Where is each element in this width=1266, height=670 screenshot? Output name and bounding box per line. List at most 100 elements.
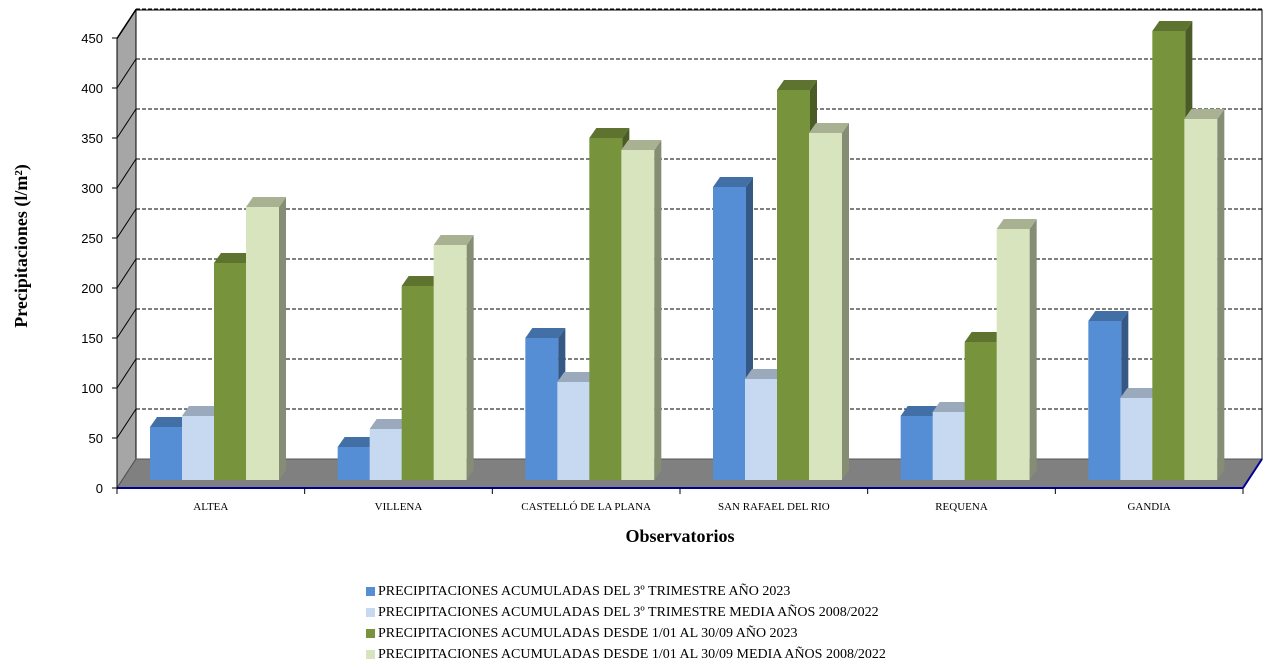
bar-front	[246, 207, 279, 480]
bar-top	[525, 328, 566, 338]
bar-top	[745, 369, 785, 379]
bar-top	[1152, 21, 1193, 31]
bar	[1088, 311, 1129, 480]
bar	[996, 219, 1037, 480]
bar-front	[777, 90, 810, 480]
y-tick-label: 100	[81, 381, 103, 396]
legend-item: PRECIPITACIONES ACUMULADAS DEL 3º TRIMES…	[366, 602, 886, 623]
y-tick-label: 350	[81, 131, 103, 146]
bar-top	[1120, 388, 1161, 398]
y-tick-label: 250	[81, 231, 103, 246]
gridline-side	[116, 8, 137, 39]
bar-side	[279, 197, 286, 480]
bar-top	[182, 406, 222, 416]
bar-front	[433, 245, 467, 480]
bar-top	[557, 372, 598, 382]
y-tick-label: 0	[96, 481, 103, 496]
x-axis-label: Observatorios	[626, 526, 735, 546]
bar-front	[964, 342, 998, 480]
legend-swatch	[366, 587, 375, 596]
bar-side	[842, 123, 849, 480]
bar-top	[337, 437, 378, 447]
bar-front	[745, 379, 778, 480]
gridline-side	[116, 258, 137, 289]
legend: PRECIPITACIONES ACUMULADAS DEL 3º TRIMES…	[366, 581, 886, 665]
legend-swatch	[366, 629, 375, 638]
bar-front	[713, 187, 746, 480]
bar-front	[337, 447, 371, 480]
x-tick-label: ALTEA	[193, 501, 228, 513]
bar-top	[621, 140, 662, 150]
bar-front	[589, 138, 623, 480]
gridline-side	[116, 308, 137, 339]
y-tick-label: 450	[81, 31, 103, 46]
y-tick-label: 150	[81, 331, 103, 346]
bar-top	[1184, 109, 1225, 119]
x-tick-label: SAN RAFAEL DEL RIO	[718, 501, 830, 513]
bar	[433, 235, 474, 480]
x-tick-label: VILLENA	[375, 501, 423, 513]
bar-front	[996, 229, 1030, 480]
bar-front	[369, 429, 403, 480]
bar	[621, 140, 662, 480]
bar-front	[809, 133, 842, 480]
bar-front	[900, 416, 934, 480]
gridline-side	[116, 358, 137, 389]
y-tick-label: 300	[81, 181, 103, 196]
bar-top	[900, 406, 941, 416]
bar-front	[150, 427, 183, 480]
legend-label: PRECIPITACIONES ACUMULADAS DESDE 1/01 AL…	[378, 625, 798, 641]
gridline-side	[116, 158, 137, 189]
bar-front	[525, 338, 559, 480]
bar-top	[996, 219, 1037, 229]
legend-item: PRECIPITACIONES ACUMULADAS DESDE 1/01 AL…	[366, 623, 886, 644]
bar-front	[1184, 119, 1218, 480]
bar-front	[557, 382, 591, 480]
bar-top	[433, 235, 474, 245]
bar-top	[589, 128, 630, 138]
gridlines	[116, 8, 1262, 439]
bar-top	[369, 419, 410, 429]
bar-top	[246, 197, 286, 207]
legend-item: PRECIPITACIONES ACUMULADAS DESDE 1/01 AL…	[366, 644, 886, 665]
x-tick-label: GANDIA	[1127, 501, 1170, 513]
y-axis-ticks: 0 50 100 150 200 250 300 350 400 450	[81, 31, 117, 496]
bar-side	[1217, 109, 1225, 480]
bar-side	[1029, 219, 1037, 480]
bar-top	[214, 253, 254, 263]
bar-top	[777, 80, 817, 90]
x-tick-label: REQUENA	[935, 501, 988, 513]
bar-front	[621, 150, 655, 480]
bar-top	[150, 417, 190, 427]
legend-label: PRECIPITACIONES ACUMULADAS DEL 3º TRIMES…	[378, 604, 879, 620]
legend-swatch	[366, 650, 375, 659]
legend-label: PRECIPITACIONES ACUMULADAS DEL 3º TRIMES…	[378, 583, 791, 599]
bar-front	[214, 263, 247, 480]
y-tick-label: 200	[81, 281, 103, 296]
x-axis-ticks: ALTEA VILLENA CASTELLÓ DE LA PLANA SAN RAFA…	[116, 488, 1244, 513]
legend-label: PRECIPITACIONES ACUMULADAS DESDE 1/01 AL…	[378, 646, 886, 662]
y-tick-label: 50	[89, 431, 103, 446]
bar-front	[932, 412, 966, 480]
bar	[246, 197, 286, 480]
bar-top	[401, 276, 442, 286]
bar-top	[1088, 311, 1129, 321]
bar-side	[466, 235, 474, 480]
y-tick-label: 400	[81, 81, 103, 96]
bar-front	[1152, 31, 1186, 480]
bar-front	[182, 416, 215, 480]
gridline-side	[116, 208, 137, 239]
side-wall	[116, 8, 137, 490]
x-axis-depth	[1242, 458, 1263, 489]
legend-item: PRECIPITACIONES ACUMULADAS DEL 3º TRIMES…	[366, 581, 886, 602]
legend-swatch	[366, 608, 375, 617]
bar-top	[964, 332, 1005, 342]
bar	[1184, 109, 1225, 480]
bar	[809, 123, 849, 480]
bar-top	[713, 177, 753, 187]
gridline-side	[116, 108, 137, 139]
bar-top	[932, 402, 973, 412]
x-tick-label: CASTELLÓ DE LA PLANA	[521, 501, 651, 513]
y-axis-label: Precipitaciones (l/m²)	[11, 164, 32, 328]
